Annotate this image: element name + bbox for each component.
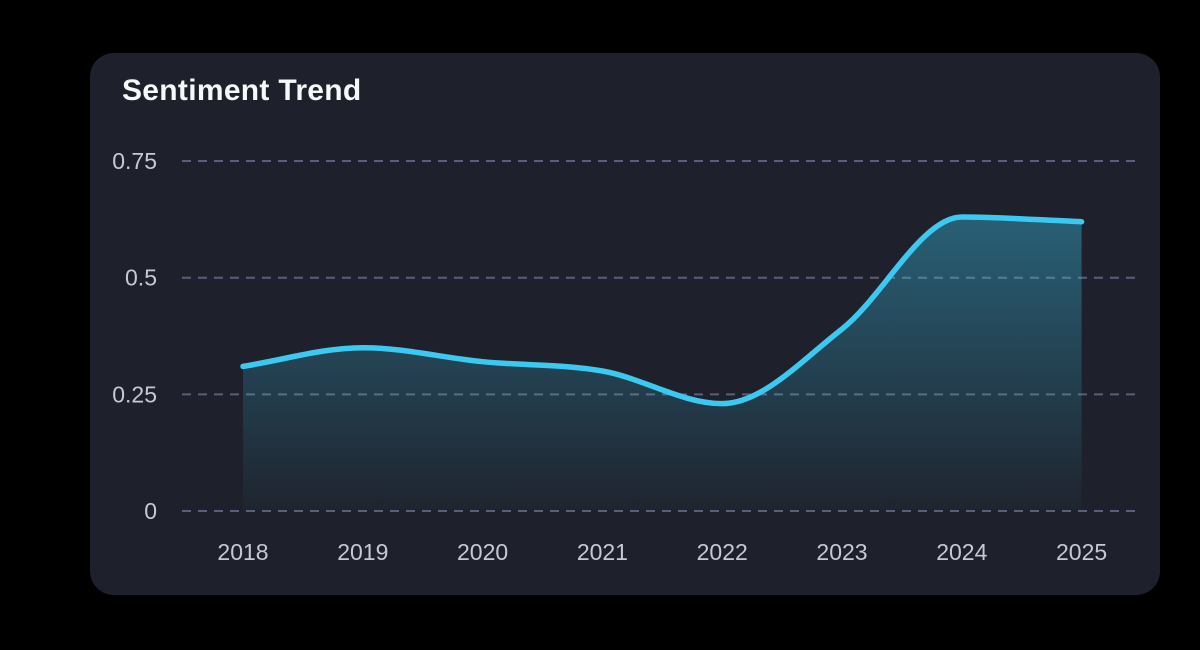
y-axis-labels: 0.75 0.5 0.25 0 [112, 148, 157, 524]
chart-card: Sentiment Trend 0.75 0.5 0.25 0 2018 2019 202… [90, 53, 1160, 595]
x-tick-label: 2025 [1056, 539, 1107, 565]
y-tick-label: 0 [144, 498, 157, 524]
y-tick-label: 0.25 [112, 381, 157, 407]
x-tick-label: 2023 [816, 539, 867, 565]
x-tick-label: 2018 [217, 539, 268, 565]
chart-title: Sentiment Trend [122, 74, 362, 107]
x-tick-label: 2020 [457, 539, 508, 565]
x-tick-label: 2019 [337, 539, 388, 565]
y-tick-label: 0.5 [125, 265, 157, 291]
sentiment-trend-chart: 0.75 0.5 0.25 0 2018 2019 2020 2021 2022 2023 202… [112, 148, 1140, 565]
y-tick-label: 0.75 [112, 148, 157, 174]
trend-line [240, 214, 1085, 407]
x-tick-label: 2022 [697, 539, 748, 565]
x-axis-labels: 2018 2019 2020 2021 2022 2023 2024 2025 [217, 539, 1107, 565]
x-tick-label: 2021 [577, 539, 628, 565]
area-fill [243, 217, 1082, 512]
x-tick-label: 2024 [936, 539, 987, 565]
